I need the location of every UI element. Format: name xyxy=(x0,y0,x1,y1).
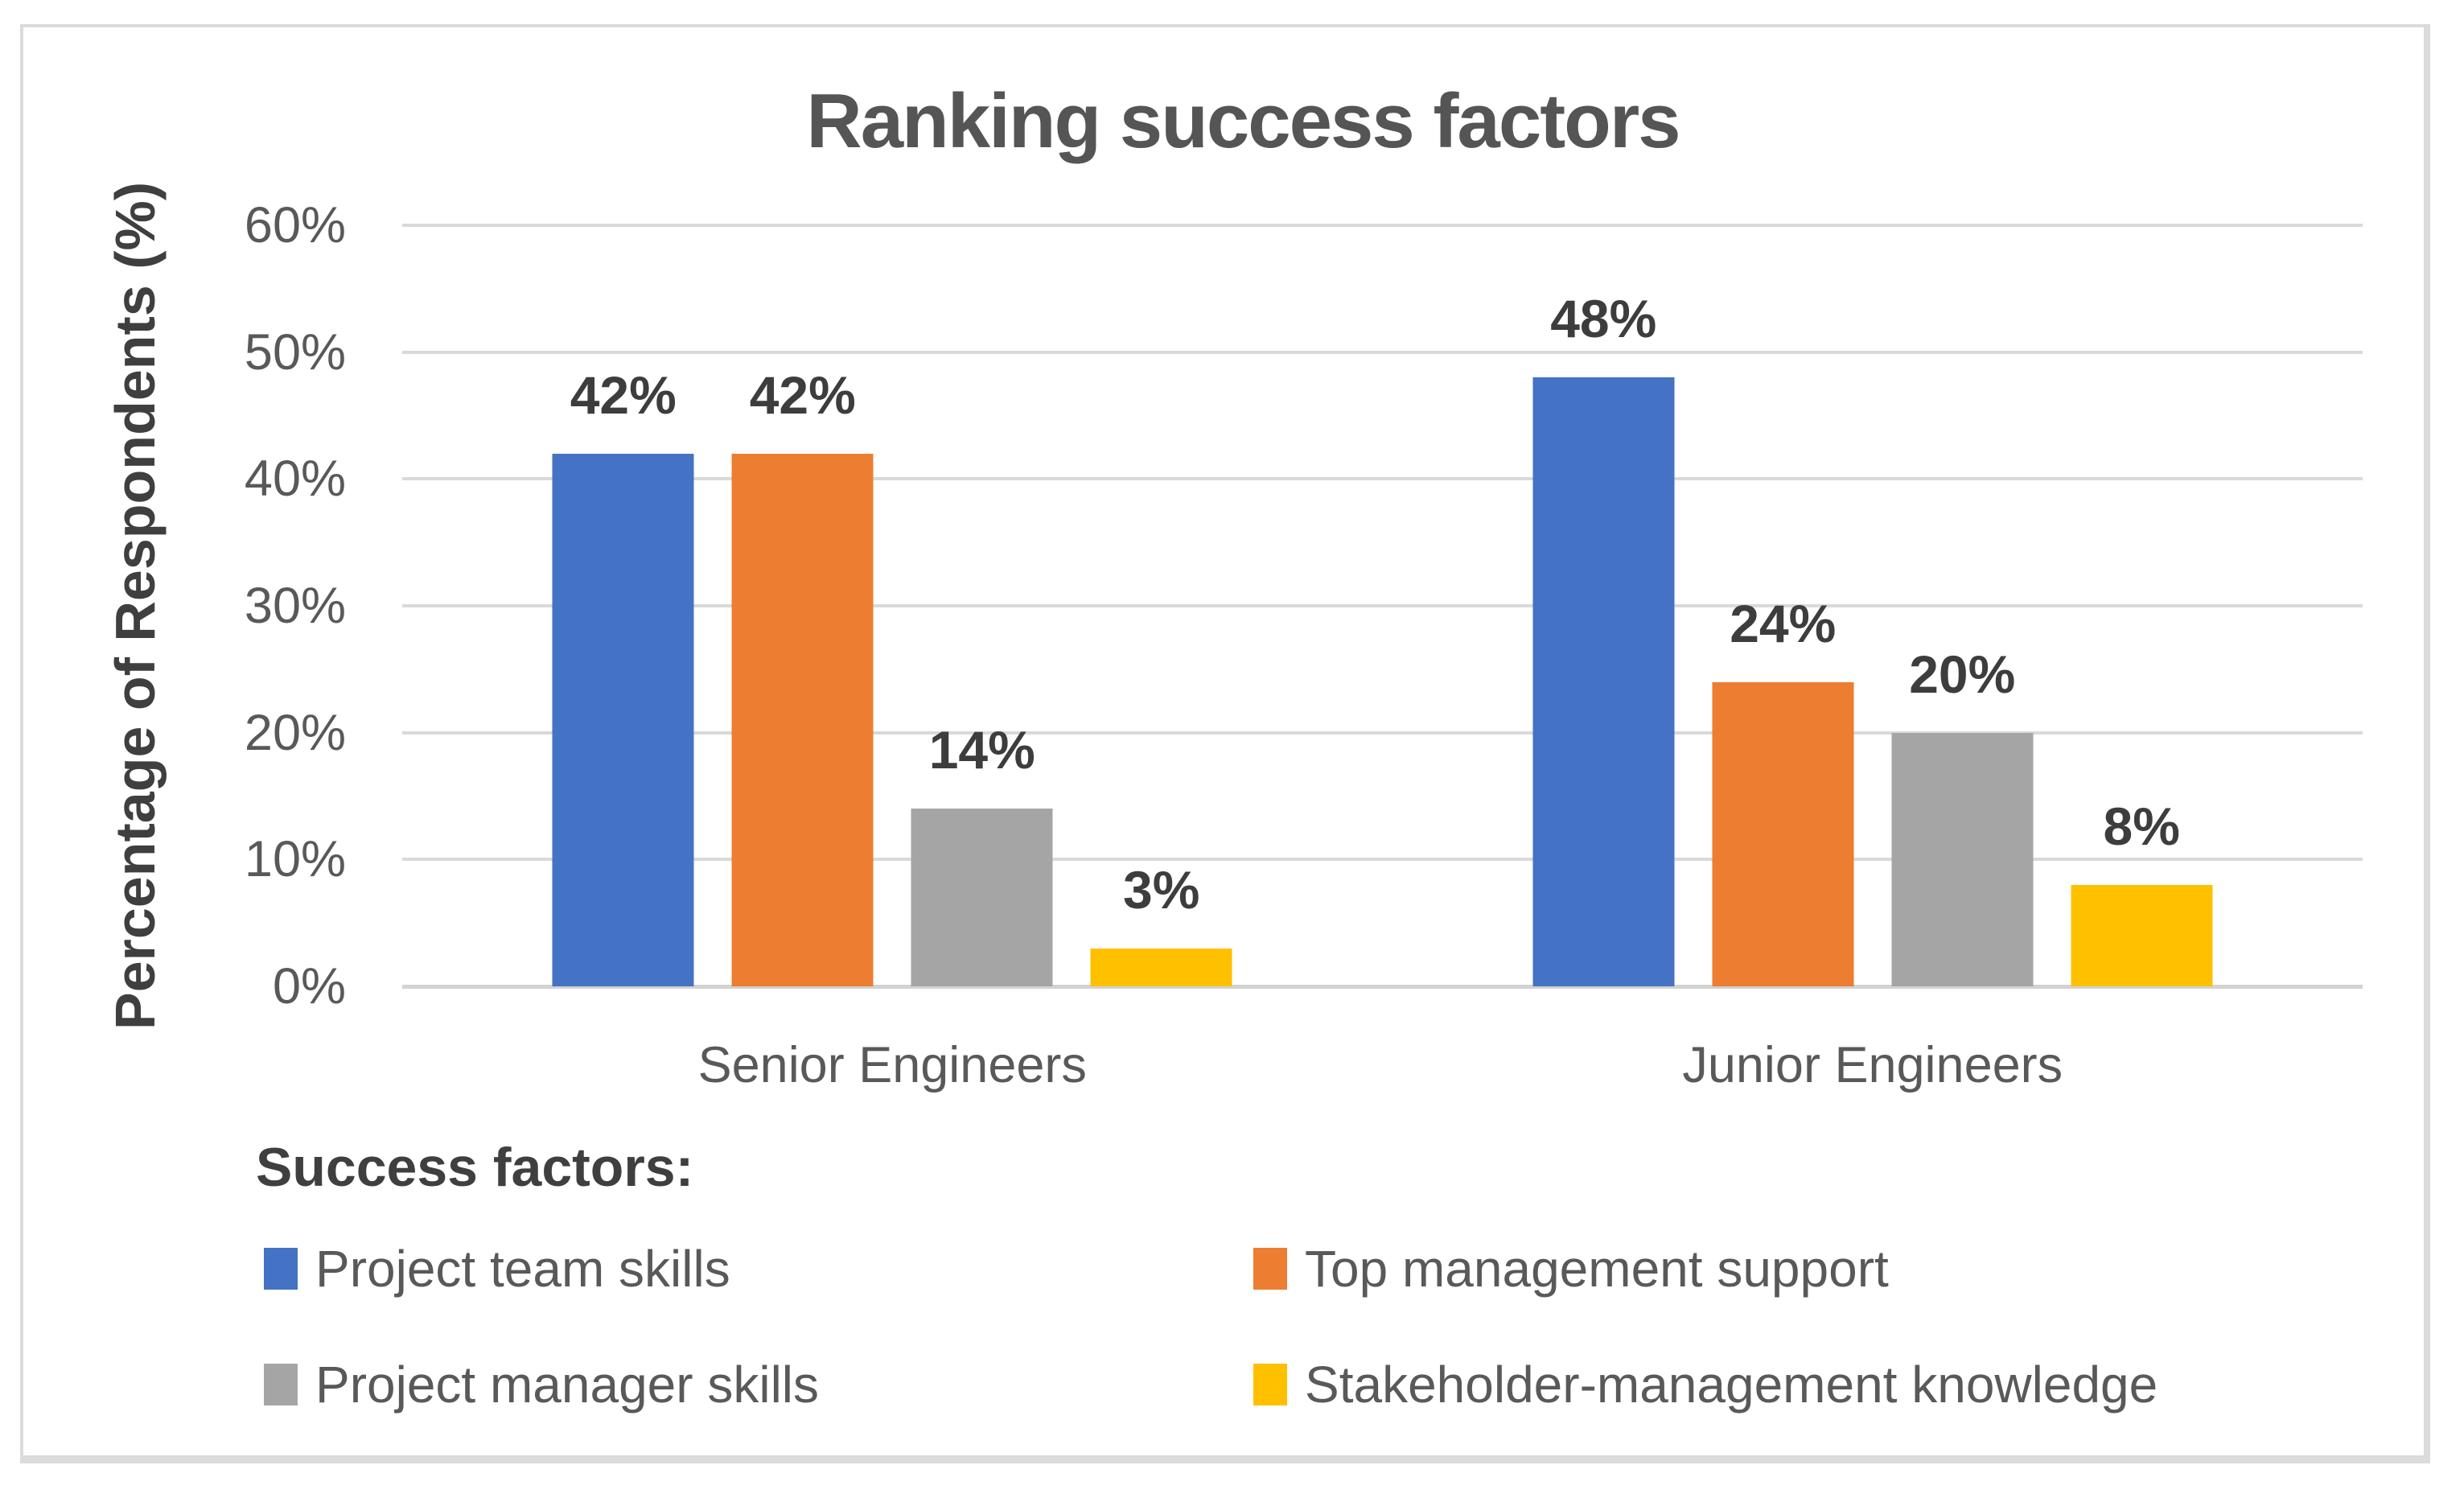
y-tick-30%: 30% xyxy=(244,578,346,634)
category-label-junior-engineers: Junior Engineers xyxy=(1682,1037,2063,1093)
y-tick-20%: 20% xyxy=(244,704,346,761)
bar-top-management-support: 24% xyxy=(1712,597,1854,986)
bar-project-manager-skills: 20% xyxy=(1891,648,2034,986)
data-label: 42% xyxy=(749,364,856,425)
gridline-30% xyxy=(402,604,2363,607)
data-label: 48% xyxy=(1550,289,1657,349)
chart-title: Ranking success factors xyxy=(806,78,1680,164)
legend-item-top-management-support: Top management support xyxy=(1253,1243,2158,1294)
y-tick-10%: 10% xyxy=(244,831,346,888)
data-label: 24% xyxy=(1730,593,1837,653)
gridline-0% xyxy=(402,985,2363,989)
legend-swatch-icon xyxy=(1253,1248,1287,1290)
bar-project-team-skills: 42% xyxy=(552,368,694,986)
y-tick-50%: 50% xyxy=(244,323,346,381)
legend-label: Project team skills xyxy=(315,1240,730,1298)
legend-label: Stakeholder-management knowledge xyxy=(1305,1356,2158,1414)
gridline-20% xyxy=(402,731,2363,735)
category-label-senior-engineers: Senior Engineers xyxy=(697,1037,1087,1093)
legend-item-project-manager-skills: Project manager skills xyxy=(264,1359,1253,1410)
legend-swatch-icon xyxy=(264,1248,298,1290)
legend-item-stakeholder-management-knowledge: Stakeholder-management knowledge xyxy=(1253,1359,2158,1410)
gridline-60% xyxy=(402,224,2363,227)
y-tick-0%: 0% xyxy=(272,958,346,1015)
legend-title: Success factors: xyxy=(256,1137,694,1198)
y-tick-60%: 60% xyxy=(244,197,346,253)
data-label: 42% xyxy=(570,364,677,425)
legend-swatch-icon xyxy=(1253,1364,1287,1406)
legend-item-project-team-skills: Project team skills xyxy=(264,1243,1253,1294)
plot-area: 42% 42% 14% 3% 48% 24% 20% 8% xyxy=(402,224,2363,989)
legend-label: Top management support xyxy=(1305,1240,1889,1298)
data-label: 3% xyxy=(1123,859,1200,920)
gridline-40% xyxy=(402,477,2363,481)
legend-label: Project manager skills xyxy=(315,1356,819,1414)
data-label: 20% xyxy=(1909,644,2016,704)
legend: Project team skills Top management suppor… xyxy=(264,1243,2158,1410)
data-label: 8% xyxy=(2103,796,2180,856)
bar-group-senior-engineers: 42% 42% 14% 3% xyxy=(552,368,1232,986)
bar-group-junior-engineers: 48% 24% 20% 8% xyxy=(1532,292,2213,986)
data-label: 14% xyxy=(928,720,1035,780)
gridline-50% xyxy=(402,350,2363,354)
legend-swatch-icon xyxy=(264,1364,298,1406)
bar-stakeholder-management-knowledge: 8% xyxy=(2071,800,2213,986)
bar-project-team-skills: 48% xyxy=(1532,292,1675,986)
bar-top-management-support: 42% xyxy=(731,368,874,986)
y-tick-40%: 40% xyxy=(244,451,346,508)
gridline-10% xyxy=(402,858,2363,862)
bar-project-manager-skills: 14% xyxy=(911,723,1053,986)
bar-stakeholder-management-knowledge: 3% xyxy=(1090,863,1232,986)
